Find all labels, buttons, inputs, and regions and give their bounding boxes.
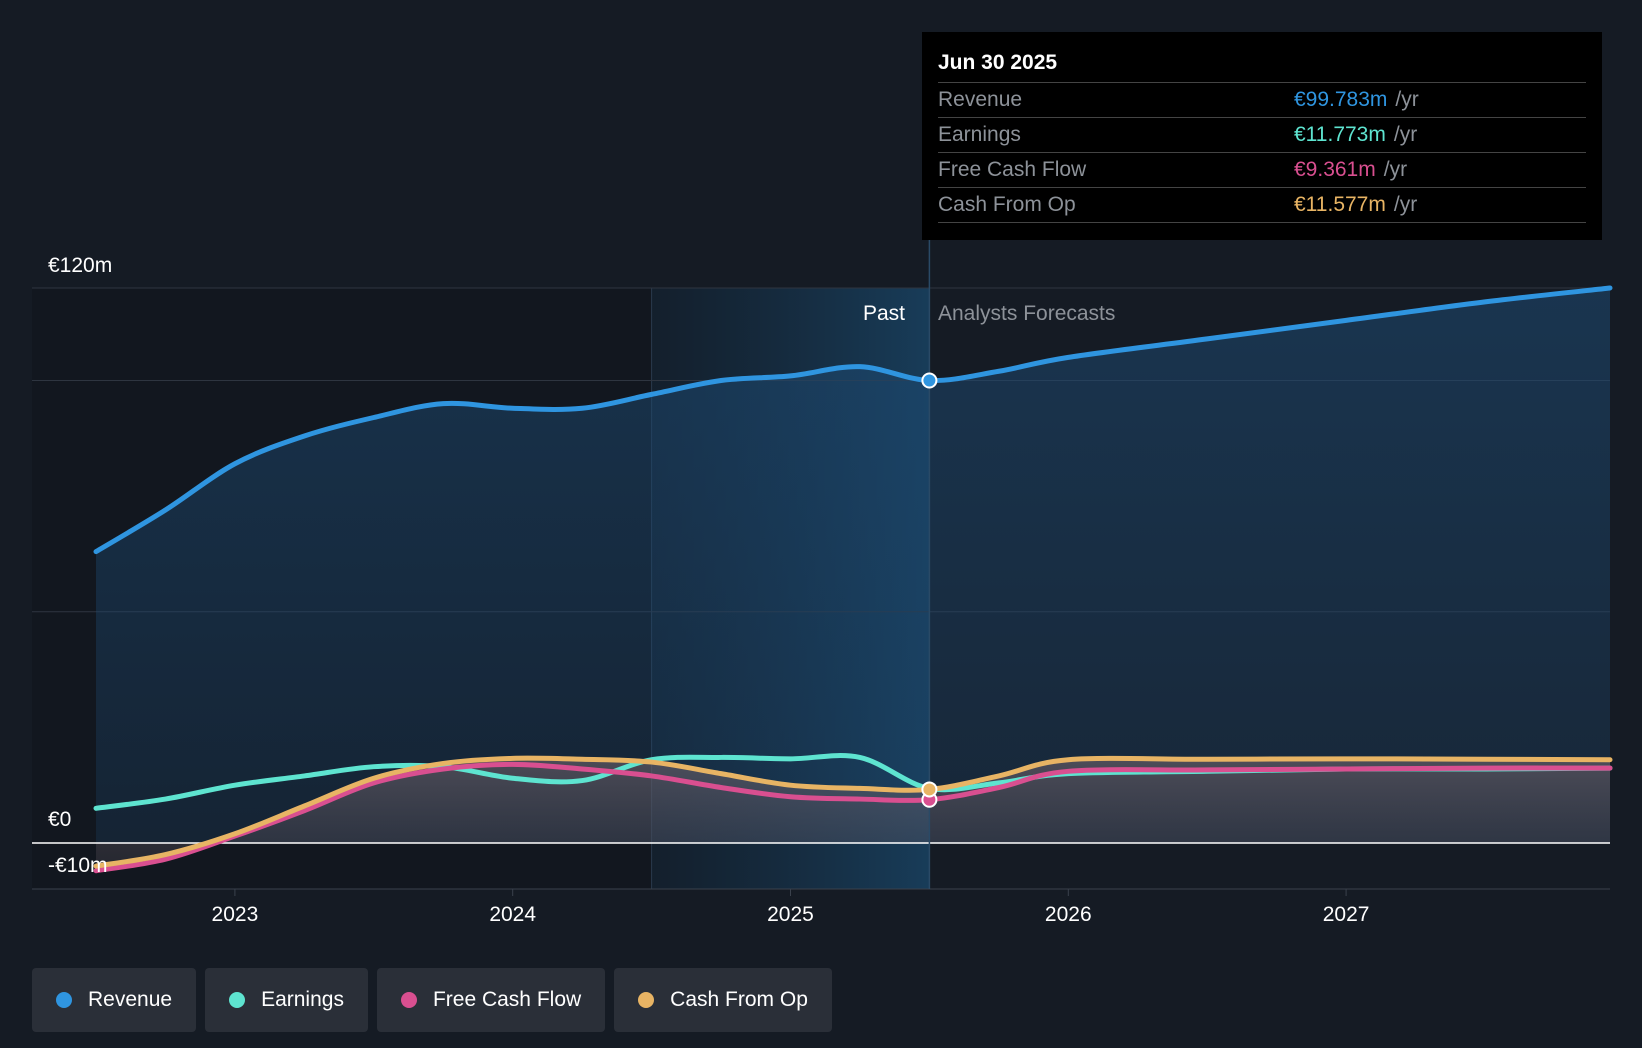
tooltip-value: €9.361m xyxy=(1294,158,1376,181)
forecast-label: Analysts Forecasts xyxy=(938,302,1115,325)
tooltip-unit: /yr xyxy=(1393,123,1418,146)
legend-label: Cash From Op xyxy=(670,988,808,1011)
y-tick-label: €0 xyxy=(48,808,71,831)
tooltip-row-earnings: Earnings €11.773m /yr xyxy=(938,118,1586,153)
legend-item-earnings[interactable]: Earnings xyxy=(205,968,368,1032)
cash-from-op-area xyxy=(96,758,1610,867)
tooltip-row-free-cash-flow: Free Cash Flow €9.361m /yr xyxy=(938,153,1586,188)
x-tick-label: 2025 xyxy=(767,903,814,926)
legend-label: Revenue xyxy=(88,988,173,1011)
revenue-area xyxy=(96,288,1610,843)
y-tick-label: -€10m xyxy=(48,854,108,877)
tooltip: Jun 30 2025 Revenue €99.783m /yr Earning… xyxy=(922,32,1602,240)
revenue-dot-icon xyxy=(56,992,72,1008)
past-label: Past xyxy=(863,302,905,325)
tooltip-unit: /yr xyxy=(1395,88,1419,111)
revenue-line xyxy=(93,285,1613,555)
tooltip-label: Cash From Op xyxy=(938,193,1076,216)
legend-item-free-cash-flow[interactable]: Free Cash Flow xyxy=(376,968,606,1032)
earnings-dot-icon xyxy=(229,992,246,1008)
revenue-marker xyxy=(921,372,938,389)
x-tick-label: 2023 xyxy=(212,903,259,926)
cash-from-op-line xyxy=(93,755,1613,869)
tooltip-value: €11.577m xyxy=(1294,193,1386,216)
x-tick-label: 2026 xyxy=(1045,903,1092,926)
tooltip-row-revenue: Revenue €99.783m /yr xyxy=(938,83,1586,118)
legend-item-revenue[interactable]: Revenue xyxy=(32,968,197,1032)
legend-item-cash-from-op[interactable]: Cash From Op xyxy=(614,968,832,1032)
tooltip-label: Free Cash Flow xyxy=(938,158,1087,181)
tooltip-unit: /yr xyxy=(1383,158,1408,181)
tooltip-date: Jun 30 2025 xyxy=(938,46,1586,83)
cash-from-op-dot-icon xyxy=(638,992,655,1008)
tooltip-row-cash-from-op: Cash From Op €11.577m /yr xyxy=(938,188,1586,223)
legend-label: Free Cash Flow xyxy=(432,988,582,1011)
x-tick-label: 2027 xyxy=(1323,903,1370,926)
tooltip-value: €11.773m xyxy=(1294,123,1386,146)
tooltip-value: €99.783m xyxy=(1294,88,1388,111)
cash-from-op-marker xyxy=(921,781,938,798)
tooltip-label: Revenue xyxy=(938,88,1023,111)
y-tick-label: €120m xyxy=(48,254,112,277)
tooltip-label: Earnings xyxy=(938,123,1021,146)
tooltip-unit: /yr xyxy=(1393,193,1418,216)
free-cash-flow-line xyxy=(93,761,1613,874)
x-tick-label: 2024 xyxy=(489,903,536,926)
legend: Revenue Earnings Free Cash Flow Cash Fro… xyxy=(32,968,832,1032)
free-cash-flow-dot-icon xyxy=(400,992,417,1008)
legend-label: Earnings xyxy=(261,988,344,1011)
